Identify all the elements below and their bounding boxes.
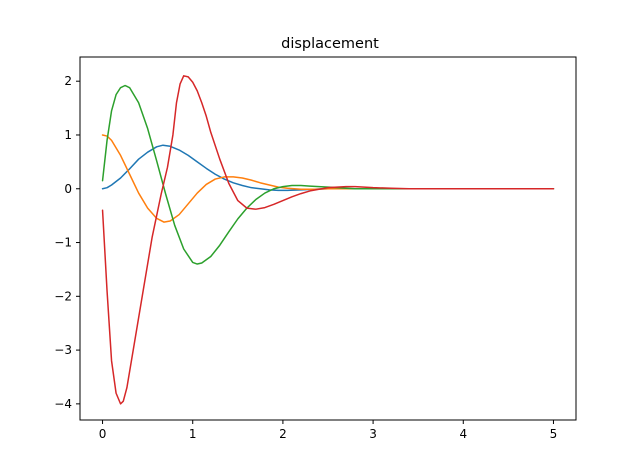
x-tick-label: 5 <box>550 427 558 441</box>
series-line-2 <box>101 84 555 265</box>
chart-title: displacement <box>281 36 379 52</box>
y-tick-label: 2 <box>64 74 72 88</box>
y-tick-label: 1 <box>64 128 72 142</box>
y-tick-label: −1 <box>54 236 72 250</box>
x-axis: 0 1 2 3 4 5 <box>99 420 558 441</box>
series-layer <box>101 75 555 405</box>
x-tick-label: 3 <box>369 427 377 441</box>
x-tick-label: 0 <box>99 427 107 441</box>
y-tick-label: −4 <box>54 397 72 411</box>
series-line-3 <box>101 75 555 405</box>
y-tick-label: −3 <box>54 343 72 357</box>
x-tick-label: 1 <box>189 427 197 441</box>
x-tick-label: 4 <box>459 427 467 441</box>
x-tick-label: 2 <box>279 427 287 441</box>
plot-frame <box>79 56 577 421</box>
y-tick-label: −2 <box>54 289 72 303</box>
y-tick-label: 0 <box>64 182 72 196</box>
y-axis: −4 −3 −2 −1 0 1 2 <box>54 74 80 411</box>
